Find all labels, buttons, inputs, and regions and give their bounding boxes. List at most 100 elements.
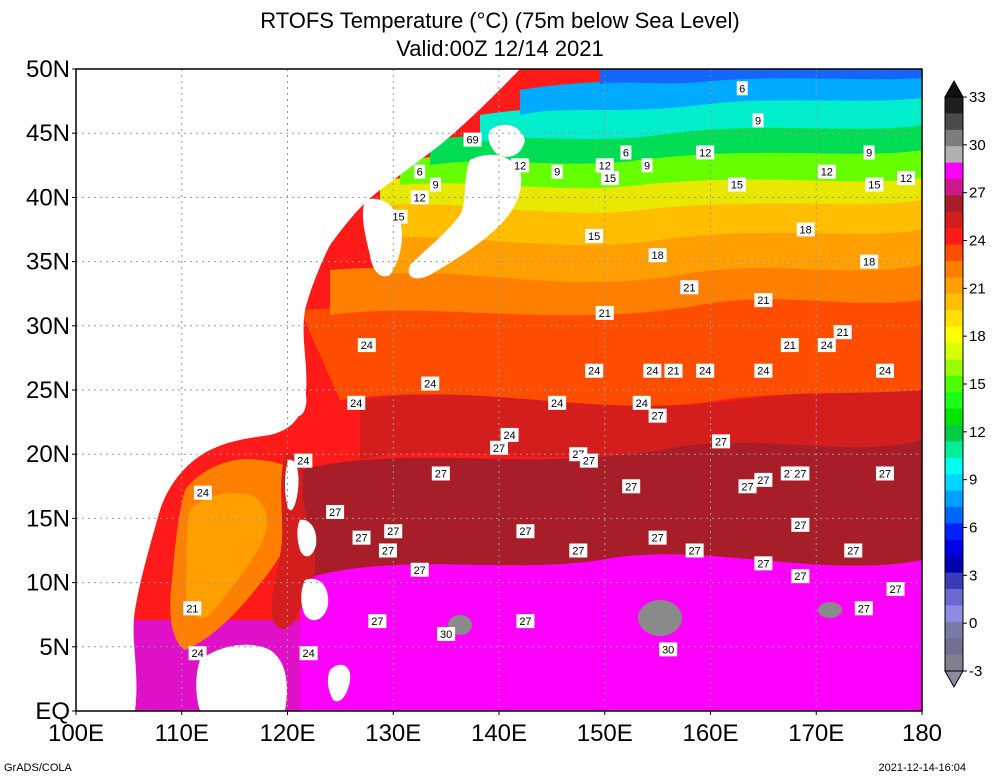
contour-label-box — [754, 556, 773, 571]
lat-tick-label: 30N — [26, 313, 70, 340]
contour-label-box — [791, 569, 810, 584]
contour-label-box — [863, 145, 875, 160]
contour-label: 69 — [466, 135, 478, 147]
colorbar-tick-label: 12 — [969, 424, 986, 441]
colorbar-tick-label: 0 — [969, 615, 977, 632]
contour-label: 6 — [623, 147, 629, 159]
contour-label: 27 — [435, 468, 447, 480]
lon-tick-label: 110E — [155, 720, 209, 747]
contour-label-box — [183, 601, 202, 616]
contour-label-box — [431, 466, 450, 481]
lon-tick-label: 150E — [577, 720, 633, 747]
contour-label: 6 — [417, 167, 423, 179]
contour-label-box — [384, 524, 403, 539]
colorbar-segment — [945, 129, 963, 147]
contour-label: 27 — [519, 616, 531, 628]
contour-label: 12 — [514, 160, 526, 172]
colorbar-tick-label: 24 — [969, 233, 986, 250]
contour-label: 27 — [794, 571, 806, 583]
contour-label: 21 — [784, 340, 796, 352]
map-gridlines — [76, 69, 922, 711]
contour-label-box — [357, 338, 376, 353]
contour-label-box — [844, 543, 863, 558]
colorbar-segment — [945, 277, 963, 295]
contour-label: 24 — [424, 379, 436, 391]
colorbar-segment — [945, 490, 963, 508]
contour-label: 15 — [588, 231, 600, 243]
contour-label: 27 — [387, 526, 399, 538]
contour-label: 24 — [646, 366, 658, 378]
colorbar-segment — [945, 162, 963, 180]
contour-label-box — [326, 504, 345, 519]
colorbar-segment — [945, 375, 963, 393]
contour-label-box — [860, 254, 879, 269]
lat-tick-label: 20N — [26, 441, 70, 468]
contour-label-box — [632, 395, 651, 410]
colorbar-segment — [945, 441, 963, 459]
colorbar-segment — [945, 523, 963, 541]
contour-label-box — [352, 530, 371, 545]
contour-label: 9 — [432, 180, 438, 192]
lat-tick-label: 15N — [26, 505, 70, 532]
contour-label: 27 — [794, 468, 806, 480]
contour-label: 6 — [739, 83, 745, 95]
contour-label: 27 — [355, 533, 367, 545]
lon-tick-label: 180 — [902, 720, 942, 747]
colorbar-segment — [945, 654, 963, 672]
contour-label: 21 — [837, 327, 849, 339]
colorbar-tick-label: 33 — [969, 89, 986, 106]
contour-label-box — [622, 479, 641, 494]
colorbar-segment — [945, 425, 963, 442]
contour-label: 27 — [329, 507, 341, 519]
contour-label: 12 — [414, 192, 426, 204]
colorbar-segment — [945, 457, 963, 475]
contour-label: 21 — [757, 295, 769, 307]
contour-label: 27 — [715, 436, 727, 448]
lat-tick-label: 10N — [26, 570, 70, 597]
lon-tick-label: 120E — [259, 720, 315, 747]
contour-label-box — [585, 228, 604, 243]
colorbar-tick-label: 6 — [969, 520, 977, 537]
colorbar-segment — [945, 179, 963, 196]
contour-label: 12 — [900, 173, 912, 185]
contour-label-box — [817, 338, 836, 353]
contour-label-box — [585, 363, 604, 378]
colorbar-tick-label: 27 — [969, 185, 986, 202]
lon-tick-label: 100E — [48, 720, 104, 747]
contour-label-box — [754, 472, 773, 487]
contour-label-box — [490, 440, 508, 455]
contour-label-box — [548, 395, 567, 410]
colorbar-bottom-arrow — [944, 670, 964, 689]
contour-label: 12 — [699, 147, 711, 159]
contour-label: 9 — [554, 167, 560, 179]
contour-label-box — [680, 280, 699, 295]
contour-label-box — [601, 171, 620, 186]
contour-label-box — [347, 395, 366, 410]
lat-tick-label: 45N — [26, 120, 70, 147]
footer-credit: GrADS/COLA — [4, 762, 72, 774]
contour-label: 27 — [583, 456, 595, 468]
contour-label: 27 — [858, 603, 870, 615]
contour-label-box — [791, 517, 810, 532]
colorbar-segment — [945, 408, 963, 426]
contour-label: 21 — [683, 282, 695, 294]
contour-label-box — [463, 132, 482, 147]
contour-label: 24 — [636, 398, 648, 410]
contour-label: 9 — [755, 115, 761, 127]
contour-label: 24 — [879, 366, 891, 378]
contour-label: 27 — [625, 481, 637, 493]
contour-label: 27 — [889, 584, 901, 596]
contour-label-box — [796, 222, 815, 237]
contour-label-box — [648, 248, 667, 263]
colorbar-segment — [945, 113, 963, 131]
lon-tick-label: 170E — [788, 720, 844, 747]
colorbar-segment — [945, 310, 963, 328]
contour-labels: 1291215691296912151215181869691215151821… — [183, 81, 916, 661]
contour-label: 27 — [879, 468, 891, 480]
contour-label: 9 — [644, 160, 650, 172]
colorbar-segment — [945, 211, 963, 229]
contour-label-box — [414, 164, 426, 179]
contour-label: 24 — [350, 398, 362, 410]
